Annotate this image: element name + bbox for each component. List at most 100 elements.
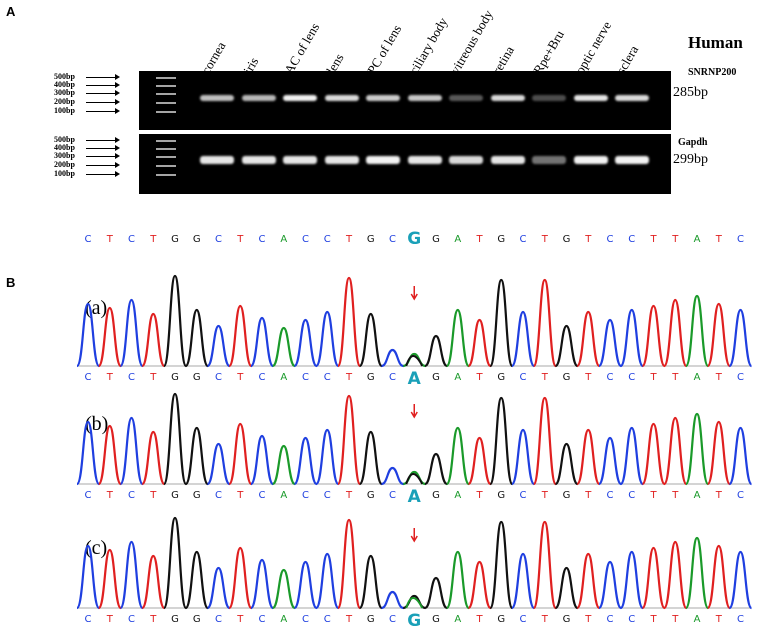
base-letter: A [694, 234, 701, 245]
chromatogram-peak [619, 308, 644, 368]
gel-band [407, 156, 442, 164]
chromatogram-peak [162, 392, 188, 486]
chromatogram-peak [141, 430, 166, 486]
base-letter: A [454, 372, 461, 383]
base-letter: T [541, 234, 549, 245]
chromatogram-peak [445, 550, 470, 610]
base-letter: G [563, 614, 571, 625]
base-letter: G [171, 234, 179, 245]
base-letter: G [432, 234, 440, 245]
base-letter: T [649, 490, 657, 501]
chromatogram-peak [271, 568, 296, 610]
chromatogram-peak [510, 552, 536, 610]
base-letter: T [149, 490, 157, 501]
base-letter: A [454, 490, 461, 501]
base-letter: C [302, 372, 309, 383]
base-letter: C [324, 234, 331, 245]
ladder-label: 200bp [54, 160, 75, 169]
gel-image-snrnp200 [139, 71, 671, 130]
chromatogram-peak [532, 278, 557, 368]
chromatogram-peak [336, 276, 362, 368]
ladder-band [156, 140, 176, 142]
ladder-arrow [86, 153, 120, 159]
gel-band [615, 156, 649, 164]
chromatogram-peak-secondary [405, 473, 424, 485]
base-letter: C [324, 372, 331, 383]
gel-band [573, 156, 608, 164]
base-letter: C [607, 614, 614, 625]
base-letter: T [345, 614, 353, 625]
base-letter: C [607, 372, 614, 383]
base-letter: T [475, 372, 483, 383]
chromatogram-peak [532, 396, 557, 486]
chromatogram-peak [358, 430, 383, 486]
chromatogram-peak [206, 566, 231, 610]
ladder-band [156, 165, 176, 167]
chromatogram-peak [75, 420, 101, 486]
gel-band [241, 156, 276, 164]
ladder-band [156, 174, 176, 176]
chromatogram-peak [249, 434, 275, 486]
chromatogram-peak [184, 550, 209, 610]
chromatogram-peak [728, 426, 753, 486]
ladder-arrow [86, 162, 120, 168]
base-letter: T [475, 490, 483, 501]
variant-arrow-icon [410, 286, 418, 301]
base-letter: C [737, 614, 744, 625]
chromatogram-peak [315, 428, 340, 486]
base-letter: G [407, 229, 421, 249]
base-letter: T [715, 490, 723, 501]
chromatogram-peak [467, 560, 492, 610]
chromatogram-peak [576, 428, 601, 486]
gel-band [324, 95, 359, 101]
chromatogram-peak [467, 436, 492, 486]
base-letter: G [193, 234, 201, 245]
ladder-arrow [86, 82, 120, 88]
base-letter: A [280, 372, 287, 383]
base-letter: T [236, 614, 244, 625]
base-letter: C [607, 234, 614, 245]
base-letter: G [497, 490, 505, 501]
chromatogram-peak [271, 326, 296, 368]
gel-band [532, 95, 566, 101]
chromatogram-peak [684, 536, 710, 610]
base-letter: C [737, 234, 744, 245]
base-letter: C [302, 614, 309, 625]
base-letter: T [671, 490, 679, 501]
base-letter: T [236, 234, 244, 245]
chromatogram-peak [424, 452, 448, 486]
chromatogram-peak [358, 554, 383, 610]
chromatogram-peak [228, 422, 253, 486]
gene-label-gapdh: Gapdh [678, 137, 708, 148]
base-letter: T [584, 234, 592, 245]
chromatogram-peak [663, 540, 688, 610]
ladder-arrow [86, 74, 120, 80]
base-letter: T [149, 372, 157, 383]
chromatogram-peak [184, 308, 209, 368]
base-letter: C [128, 372, 135, 383]
species-label: Human [688, 33, 743, 52]
gel-band [283, 95, 317, 101]
ladder-arrow [86, 99, 120, 105]
base-letter: C [215, 614, 222, 625]
base-letter: C [215, 372, 222, 383]
gel-image-gapdh [139, 134, 671, 194]
chromatogram-peak [336, 518, 362, 610]
chromatogram-peak-secondary [405, 597, 424, 609]
chromatogram-peak [119, 298, 144, 368]
chromatogram-peak [554, 442, 579, 486]
ladder-label: 200bp [54, 97, 75, 106]
gel-band [449, 156, 483, 164]
base-letter: T [715, 614, 723, 625]
base-letter: G [193, 490, 201, 501]
chromatogram-peak [445, 308, 470, 368]
chromatogram-peak [510, 428, 536, 486]
base-letter: G [497, 614, 505, 625]
base-letter: G [563, 234, 571, 245]
base-letter: A [280, 490, 287, 501]
chromatogram-peak [554, 324, 579, 368]
chromatogram-peak [162, 274, 188, 368]
chromatogram-peak [684, 294, 710, 368]
base-letter: T [236, 490, 244, 501]
base-letter: C [324, 614, 331, 625]
